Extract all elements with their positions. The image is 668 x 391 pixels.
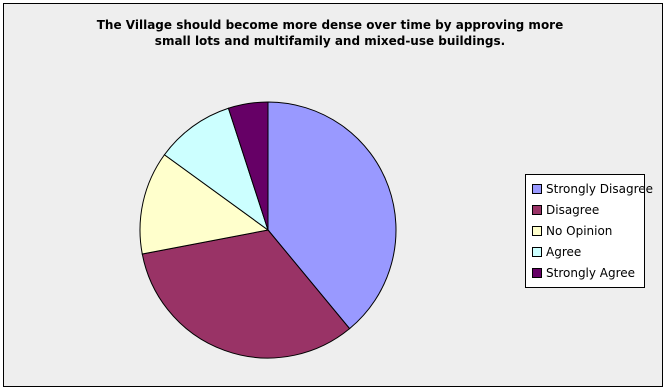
pie-slice-strongly-agree: [227, 101, 269, 231]
legend-item-strongly-agree: Strongly Agree: [532, 263, 644, 284]
chart-title: The Village should become more dense ove…: [60, 17, 600, 49]
pie-slice-disagree: [141, 229, 351, 359]
pie-slice-no-opinion: [139, 154, 270, 255]
legend-swatch-strongly-disagree: [532, 183, 542, 194]
chart-title-line-2: small lots and multifamily and mixed-use…: [154, 34, 506, 48]
legend-label-no-opinion: No Opinion: [546, 223, 613, 238]
legend-swatch-no-opinion: [532, 225, 542, 236]
legend-label-agree: Agree: [546, 245, 582, 260]
legend-item-strongly-disagree: Strongly Disagree: [532, 178, 653, 199]
legend-swatch-agree: [532, 247, 542, 258]
legend-label-strongly-disagree: Strongly Disagree: [546, 181, 654, 196]
legend-swatch-disagree: [532, 204, 542, 215]
legend-item-disagree: Disagree: [532, 199, 644, 220]
pie-slice-agree: [163, 107, 269, 232]
legend-item-agree: Agree: [532, 242, 644, 263]
legend-item-no-opinion: No Opinion: [532, 220, 644, 241]
chart-title-line-1: The Village should become more dense ove…: [96, 18, 564, 32]
pie-slice-strongly-disagree: [267, 101, 397, 330]
chart-legend: Strongly Disagree Disagree No Opinion Ag…: [525, 174, 653, 288]
legend-label-disagree: Disagree: [546, 202, 600, 217]
legend-label-strongly-agree: Strongly Agree: [546, 266, 636, 281]
legend-swatch-strongly-agree: [532, 268, 542, 279]
